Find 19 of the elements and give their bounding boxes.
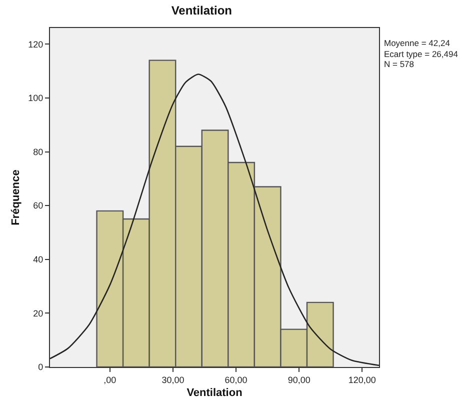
y-tick-label: 120 (28, 39, 44, 50)
x-tick-label: ,00 (104, 374, 116, 385)
line-series (50, 74, 379, 366)
text: Ecart type = 26,494 (384, 49, 458, 59)
text: N = 578 (384, 59, 414, 69)
y-tick-label: 20 (33, 308, 44, 318)
y-tick-label: 40 (33, 254, 44, 265)
x-tick-label: 60,00 (224, 374, 248, 385)
chart-title: Ventilation (171, 3, 232, 18)
y-tick-label: 80 (33, 146, 44, 157)
y-tick-label: 0 (38, 362, 44, 372)
y-axis-title: Fréquence (10, 170, 22, 226)
text: Moyenne = 42,24 (384, 38, 450, 48)
x-tick-label: 90,00 (288, 374, 310, 385)
x-tick-label: 120,00 (348, 374, 376, 385)
x-axis-title: Ventilation (186, 387, 243, 399)
y-tick-label: 60 (33, 200, 44, 211)
y-tick-label: 100 (28, 93, 44, 104)
x-tick-label: 30,00 (162, 374, 184, 385)
